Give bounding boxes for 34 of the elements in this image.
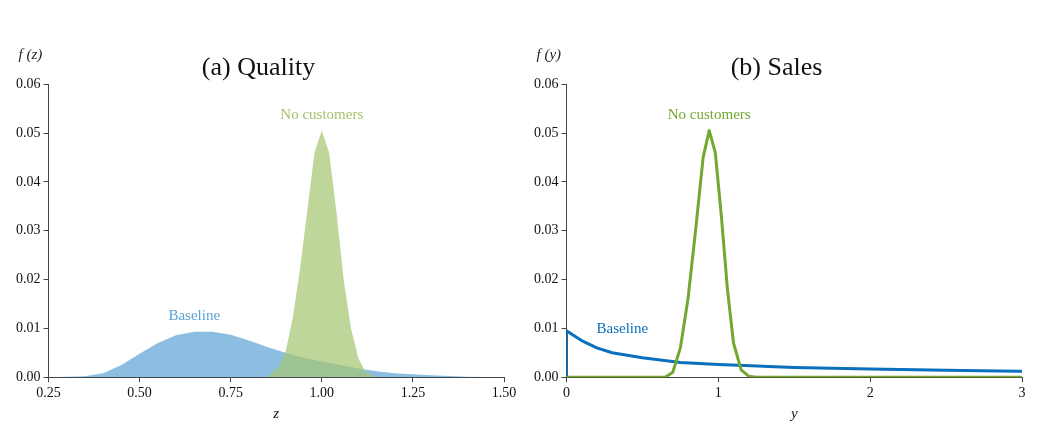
x-tick-label: 0.25 (36, 385, 61, 401)
y-tick-label: 0.06 (534, 75, 559, 91)
x-tick-label: 0 (563, 385, 570, 401)
y-axis-title: f (y) (536, 45, 562, 63)
chart-title: (a) Quality (201, 52, 316, 82)
y-tick-label: 0.04 (16, 173, 41, 189)
x-tick-label: 3 (1018, 385, 1026, 401)
x-tick-label: 0.75 (218, 385, 243, 401)
y-tick-label: 0.01 (16, 320, 41, 336)
series-label: No customers (280, 106, 364, 123)
y-tick-label: 0.05 (16, 124, 41, 140)
y-tick-label: 0.04 (534, 173, 559, 189)
x-axis-title: z (272, 404, 280, 421)
y-tick-label: 0.03 (534, 222, 559, 238)
y-tick-label: 0.01 (534, 320, 559, 336)
y-tick-label: 0.06 (16, 75, 41, 91)
y-tick-label: 0.00 (534, 368, 559, 384)
y-tick-label: 0.05 (534, 124, 559, 140)
chart-title: (b) Sales (730, 52, 823, 82)
y-tick-label: 0.02 (534, 271, 559, 287)
x-tick-label: 2 (866, 385, 874, 401)
x-tick-label: 1.00 (309, 385, 335, 401)
y-tick-label: 0.02 (16, 271, 41, 287)
x-axis-title: y (788, 404, 798, 421)
x-tick-label: 1.25 (400, 385, 426, 401)
x-tick-label: 0.50 (127, 385, 152, 401)
y-tick-label: 0.03 (16, 222, 41, 238)
x-tick-label: 1 (714, 385, 722, 401)
y-tick-label: 0.00 (16, 368, 41, 384)
series-label: Baseline (168, 307, 221, 324)
series-label: Baseline (596, 320, 649, 337)
y-axis-title: f (z) (18, 45, 43, 63)
series-label: No customers (667, 106, 751, 123)
x-tick-label: 1.50 (491, 385, 517, 401)
